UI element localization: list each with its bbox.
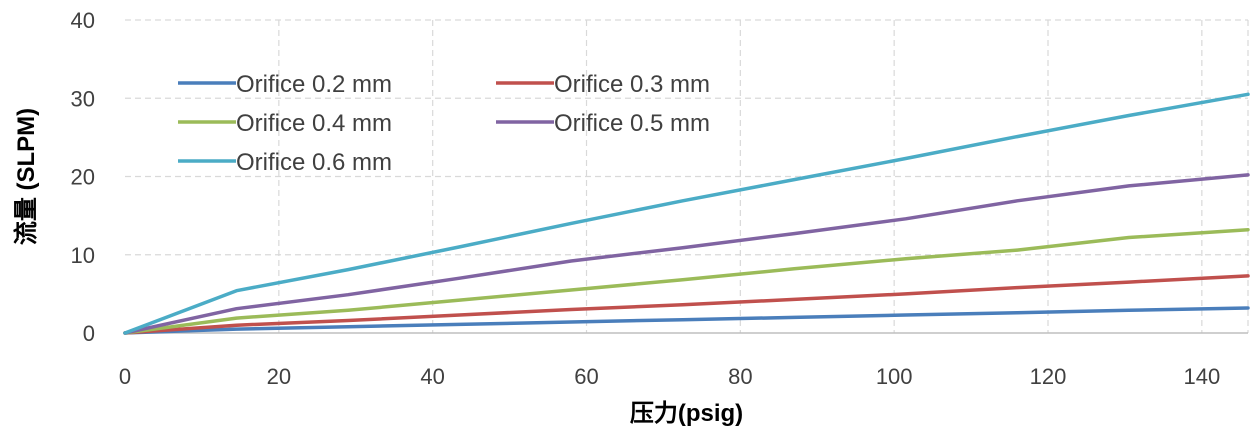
series-line (123, 92, 1250, 335)
gridlines (125, 19, 1249, 333)
y-tick-label: 20 (71, 165, 95, 190)
x-tick-label: 80 (728, 364, 752, 389)
x-tick-label: 0 (119, 364, 131, 389)
legend-entry-label: Orifice 0.4 mm (236, 110, 392, 137)
series-line (123, 274, 1250, 335)
legend-entry-label: Orifice 0.6 mm (236, 149, 392, 176)
series-lines (123, 92, 1250, 335)
x-tick-label: 40 (420, 364, 444, 389)
legend-entry-label: Orifice 0.3 mm (554, 71, 710, 98)
series-line (123, 306, 1250, 335)
x-tick-label: 100 (876, 364, 913, 389)
y-tick-label: 0 (83, 321, 95, 346)
tick-labels: 0 10 20 30 40 0 20 40 60 80 100 120 140 (71, 8, 1221, 389)
x-axis-title: 压力(psig) (630, 400, 743, 427)
y-tick-label: 30 (71, 86, 95, 111)
y-axis-title: 流量 (SLPM) (13, 108, 40, 245)
legend-entry-label: Orifice 0.5 mm (554, 110, 710, 137)
x-tick-label: 20 (267, 364, 291, 389)
x-tick-label: 60 (574, 364, 598, 389)
y-tick-label: 40 (71, 8, 95, 33)
y-tick-label: 10 (71, 243, 95, 268)
legend: Orifice 0.2 mm Orifice 0.3 mm Orifice 0.4 … (178, 71, 710, 176)
series-line (123, 227, 1250, 335)
x-tick-label: 140 (1183, 364, 1220, 389)
series-line (123, 173, 1250, 335)
legend-entry-label: Orifice 0.2 mm (236, 71, 392, 98)
x-tick-label: 120 (1030, 364, 1067, 389)
